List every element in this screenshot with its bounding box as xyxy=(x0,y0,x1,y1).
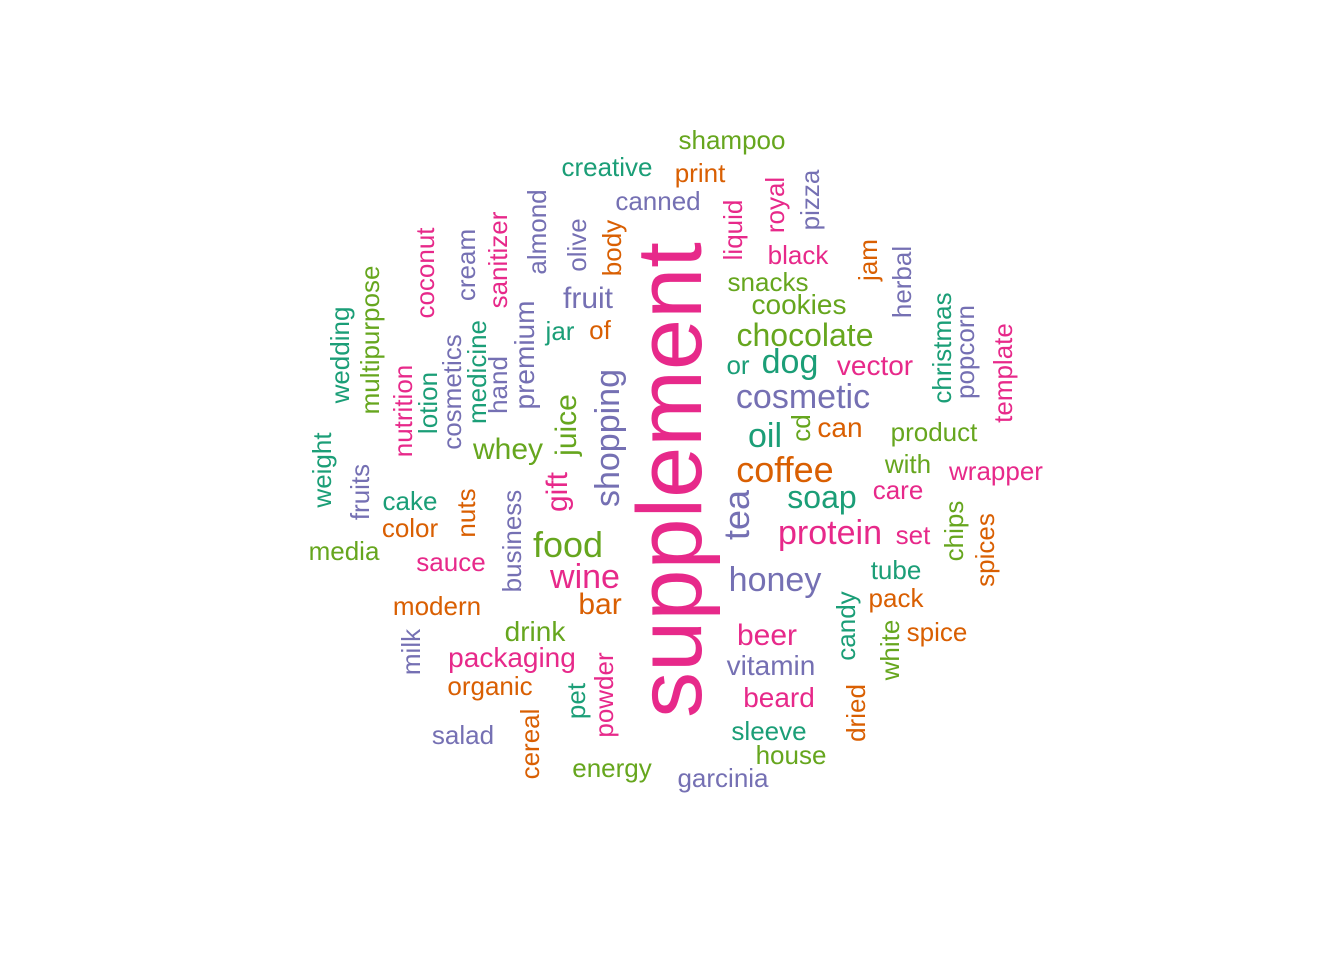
word-fruit: fruit xyxy=(562,282,614,315)
word-salad: salad xyxy=(431,720,495,750)
word-dried: dried xyxy=(841,684,871,742)
word-organic: organic xyxy=(447,671,533,701)
word-or: or xyxy=(726,350,750,380)
word-spices: spices xyxy=(970,513,1000,587)
word-herbal: herbal xyxy=(887,245,917,319)
word-jar: jar xyxy=(545,316,575,346)
word-coconut: coconut xyxy=(410,227,440,319)
word-dog: dog xyxy=(761,343,819,381)
word-business: business xyxy=(497,489,527,593)
word-juice: juice xyxy=(550,394,583,456)
word-coffee: coffee xyxy=(736,449,834,490)
word-chips: chips xyxy=(939,500,969,562)
word-shopping: shopping xyxy=(589,368,627,508)
word-popcorn: popcorn xyxy=(950,305,980,399)
word-hand: hand xyxy=(483,356,513,414)
word-media: media xyxy=(308,536,380,566)
word-tea: tea xyxy=(716,489,757,541)
word-oil: oil xyxy=(747,417,783,455)
word-cd: cd xyxy=(786,414,816,442)
word-milk: milk xyxy=(396,628,426,676)
word-jam: jam xyxy=(853,239,883,281)
word-vector: vector xyxy=(836,350,914,381)
word-wrapper: wrapper xyxy=(949,456,1043,486)
word-bar: bar xyxy=(578,588,622,621)
word-with: with xyxy=(884,449,932,479)
word-garcinia: garcinia xyxy=(677,763,769,793)
word-body: body xyxy=(597,219,627,277)
word-soap: soap xyxy=(787,479,857,515)
word-chocolate: chocolate xyxy=(736,317,874,353)
word-weight: weight xyxy=(307,432,337,508)
word-print: print xyxy=(674,158,726,188)
word-color: color xyxy=(381,513,439,543)
word-pet: pet xyxy=(561,682,591,720)
word-tube: tube xyxy=(870,555,922,585)
word-royal: royal xyxy=(760,176,790,234)
word-liquid: liquid xyxy=(718,199,748,261)
word-nuts: nuts xyxy=(451,488,481,538)
word-pack: pack xyxy=(868,583,924,613)
word-cream: cream xyxy=(451,228,481,302)
word-product: product xyxy=(890,417,978,447)
word-creative: creative xyxy=(561,152,653,182)
word-modern: modern xyxy=(392,591,482,621)
word-premium: premium xyxy=(509,300,540,410)
word-almond: almond xyxy=(522,189,552,275)
word-template: template xyxy=(988,323,1018,423)
word-care: care xyxy=(872,475,924,505)
word-food: food xyxy=(532,524,604,565)
word-cake: cake xyxy=(382,486,438,516)
word-set: set xyxy=(895,520,931,550)
word-shampoo: shampoo xyxy=(678,125,786,155)
word-wedding: wedding xyxy=(325,306,355,404)
word-honey: honey xyxy=(728,561,822,599)
word-packaging: packaging xyxy=(448,642,576,673)
word-of: of xyxy=(589,315,611,345)
word-pizza: pizza xyxy=(795,169,825,231)
word-sauce: sauce xyxy=(416,547,486,577)
word-gift: gift xyxy=(541,471,574,513)
word-beard: beard xyxy=(743,682,815,713)
word-supplement: supplement xyxy=(619,242,721,718)
word-cookies: cookies xyxy=(751,289,847,320)
word-vitamin: vitamin xyxy=(726,650,816,681)
word-whey: whey xyxy=(472,433,544,466)
word-candy: candy xyxy=(831,591,861,661)
word-olive: olive xyxy=(562,218,592,272)
word-powder: powder xyxy=(589,652,619,738)
word-lotion: lotion xyxy=(413,371,443,435)
word-house: house xyxy=(755,740,827,770)
word-canned: canned xyxy=(615,186,701,216)
word-multipurpose: multipurpose xyxy=(355,265,385,415)
word-spice: spice xyxy=(906,617,968,647)
word-can: can xyxy=(817,412,863,443)
word-cereal: cereal xyxy=(515,708,545,780)
word-beer: beer xyxy=(736,619,798,652)
word-cosmetic: cosmetic xyxy=(735,378,871,416)
word-drink: drink xyxy=(504,616,566,647)
word-sleeve: sleeve xyxy=(731,716,807,746)
word-fruits: fruits xyxy=(345,463,375,521)
word-energy: energy xyxy=(572,753,652,783)
word-snacks: snacks xyxy=(727,267,809,297)
word-wine: wine xyxy=(550,558,620,596)
word-sanitizer: sanitizer xyxy=(483,211,513,309)
word-black: black xyxy=(767,240,829,270)
word-white: white xyxy=(875,619,905,681)
word-protein: protein xyxy=(778,514,882,552)
